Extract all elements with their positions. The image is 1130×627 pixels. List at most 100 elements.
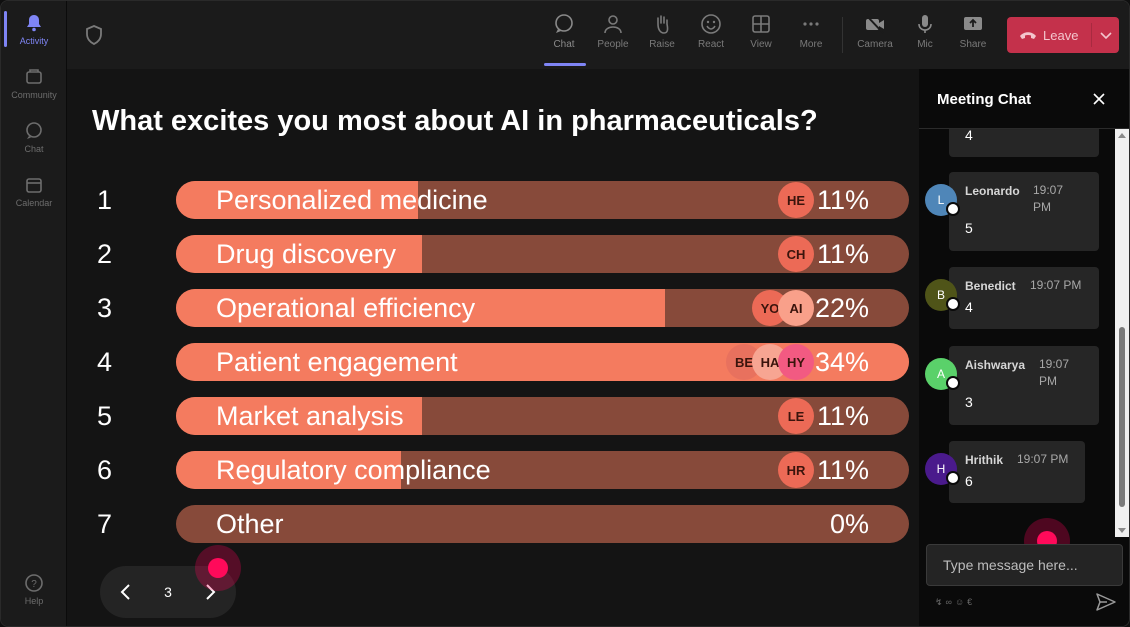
close-icon[interactable] xyxy=(1091,91,1107,107)
message-text: 3 xyxy=(965,394,973,410)
avatar: A xyxy=(925,358,960,390)
voter-avatar: HE xyxy=(778,182,814,218)
option-bar-fill xyxy=(176,181,418,219)
emoji-icon: ☺ xyxy=(954,597,968,607)
option-bar: Other 0% xyxy=(176,505,909,543)
toolbar-divider xyxy=(842,17,843,53)
option-percentage: 11% xyxy=(816,239,869,269)
page-number: 3 xyxy=(164,584,172,600)
message-time: 19:07 PM xyxy=(1017,452,1069,466)
chat-icon xyxy=(26,122,42,139)
option-label: Operational efficiency xyxy=(216,293,476,323)
toolbar-label: React xyxy=(697,39,725,50)
toolbar-share-button[interactable]: Share xyxy=(951,13,995,50)
scroll-up-arrow[interactable] xyxy=(1118,133,1126,138)
toolbar-label: Mic xyxy=(917,39,933,50)
toolbar-label: Camera xyxy=(857,39,893,50)
voter-avatars: LE xyxy=(778,397,814,435)
poll-question: What excites you most about AI in pharma… xyxy=(92,105,818,137)
pointer-highlight xyxy=(195,545,241,591)
leave-button[interactable]: Leave xyxy=(1007,17,1119,53)
option-percentage: 22% xyxy=(814,293,869,323)
rail-item-chat[interactable]: Chat xyxy=(1,121,67,154)
chat-scrollbar[interactable] xyxy=(1115,129,1129,537)
toolbar-react-button[interactable]: React xyxy=(689,13,733,50)
option-number: 3 xyxy=(97,293,113,323)
message-sender: Leonardo xyxy=(965,184,1020,198)
chat-title: Meeting Chat xyxy=(937,91,1032,108)
option-bar-fill xyxy=(176,289,665,327)
poll-option-row: 3 Operational efficiency AI YO 22% xyxy=(67,289,919,327)
toolbar-active-indicator xyxy=(544,63,586,66)
toolbar-view-button[interactable]: View xyxy=(739,13,783,50)
message-time: 19:07 PM xyxy=(1030,278,1082,292)
rail-item-help[interactable]: ? Help xyxy=(1,573,67,606)
voter-avatar: CH xyxy=(778,236,814,272)
calendar-icon xyxy=(26,178,42,193)
message-text: 4 xyxy=(965,129,973,143)
share-screen-icon xyxy=(964,17,982,30)
rail-item-calendar[interactable]: Calendar xyxy=(1,175,67,208)
message-time: 19:07 PM xyxy=(1033,183,1064,214)
option-percentage: 0% xyxy=(829,509,869,539)
message-text: 5 xyxy=(965,220,973,236)
chat-message: 4 xyxy=(949,129,1099,157)
toolbar-more-button[interactable]: More xyxy=(789,13,833,50)
more-dots-icon xyxy=(803,22,819,26)
rail-label: Help xyxy=(24,596,44,606)
chevron-left-icon[interactable] xyxy=(114,580,138,604)
rail-item-community[interactable]: Community xyxy=(1,67,67,100)
message-time: 19:07 PM xyxy=(1039,357,1070,388)
rail-item-activity[interactable]: Activity xyxy=(1,13,67,46)
bell-icon xyxy=(27,15,41,32)
rail-label: Activity xyxy=(19,36,49,46)
toolbar-chat-button[interactable]: Chat xyxy=(542,13,586,50)
option-label: Market analysis xyxy=(216,401,404,431)
chat-message: B Benedict 19:07 PM 4 xyxy=(925,267,1099,329)
rail-active-indicator xyxy=(4,11,7,47)
poll-option-row: 1 Personalized medicine HE 11% xyxy=(67,181,919,219)
left-rail: Activity Community Chat Calendar ? Help xyxy=(1,1,67,626)
toolbar-people-button[interactable]: People xyxy=(591,13,635,50)
leave-main[interactable]: Leave xyxy=(1007,28,1091,43)
format-icons[interactable]: ↯∞☺€ xyxy=(935,597,975,608)
chat-header: Meeting Chat xyxy=(919,69,1129,129)
chevron-right-icon[interactable] xyxy=(198,580,222,604)
option-number: 2 xyxy=(97,239,113,269)
option-bar-fill xyxy=(176,235,422,273)
message-sender: Benedict xyxy=(965,279,1016,293)
avatar: H xyxy=(925,453,960,485)
leave-label: Leave xyxy=(1043,27,1079,43)
option-number: 5 xyxy=(97,401,113,431)
avatar: B xyxy=(925,279,960,311)
chat-message-list: 4 L Leonardo 19:07 PM 5 B Benedict 19:07… xyxy=(919,129,1115,534)
send-icon[interactable] xyxy=(1096,593,1116,611)
toolbar-mic-button[interactable]: Mic xyxy=(903,13,947,50)
poll-option-row: 7 Other 0% xyxy=(67,505,919,543)
toolbar-raise-button[interactable]: Raise xyxy=(640,13,684,50)
chevron-down-icon xyxy=(1099,31,1112,39)
toolbar-label: Raise xyxy=(649,39,675,50)
voter-avatars: AI YO xyxy=(752,289,814,327)
option-bar: Drug discovery CH 11% xyxy=(176,235,909,273)
voter-avatars: HE xyxy=(778,181,814,219)
option-bar: Patient engagement HY HA BE 34% xyxy=(176,343,909,381)
toolbar-label: People xyxy=(597,39,629,50)
voter-avatar: HR xyxy=(778,452,814,488)
scroll-thumb[interactable] xyxy=(1119,327,1125,507)
leave-options-button[interactable] xyxy=(1092,28,1119,43)
chat-icon xyxy=(555,14,573,33)
message-text: 4 xyxy=(965,299,973,315)
toolbar-label: Chat xyxy=(553,39,575,50)
voter-avatars: CH xyxy=(778,235,814,273)
leave-divider xyxy=(1091,23,1092,47)
toolbar-label: More xyxy=(799,39,823,50)
option-bar: Regulatory compliance HR 11% xyxy=(176,451,909,489)
chat-message-input[interactable] xyxy=(926,544,1123,586)
toolbar-camera-button[interactable]: Camera xyxy=(853,13,897,50)
shield-icon xyxy=(86,25,102,45)
scroll-down-arrow[interactable] xyxy=(1118,528,1126,533)
message-text: 6 xyxy=(965,473,973,489)
smiley-icon xyxy=(701,14,721,34)
